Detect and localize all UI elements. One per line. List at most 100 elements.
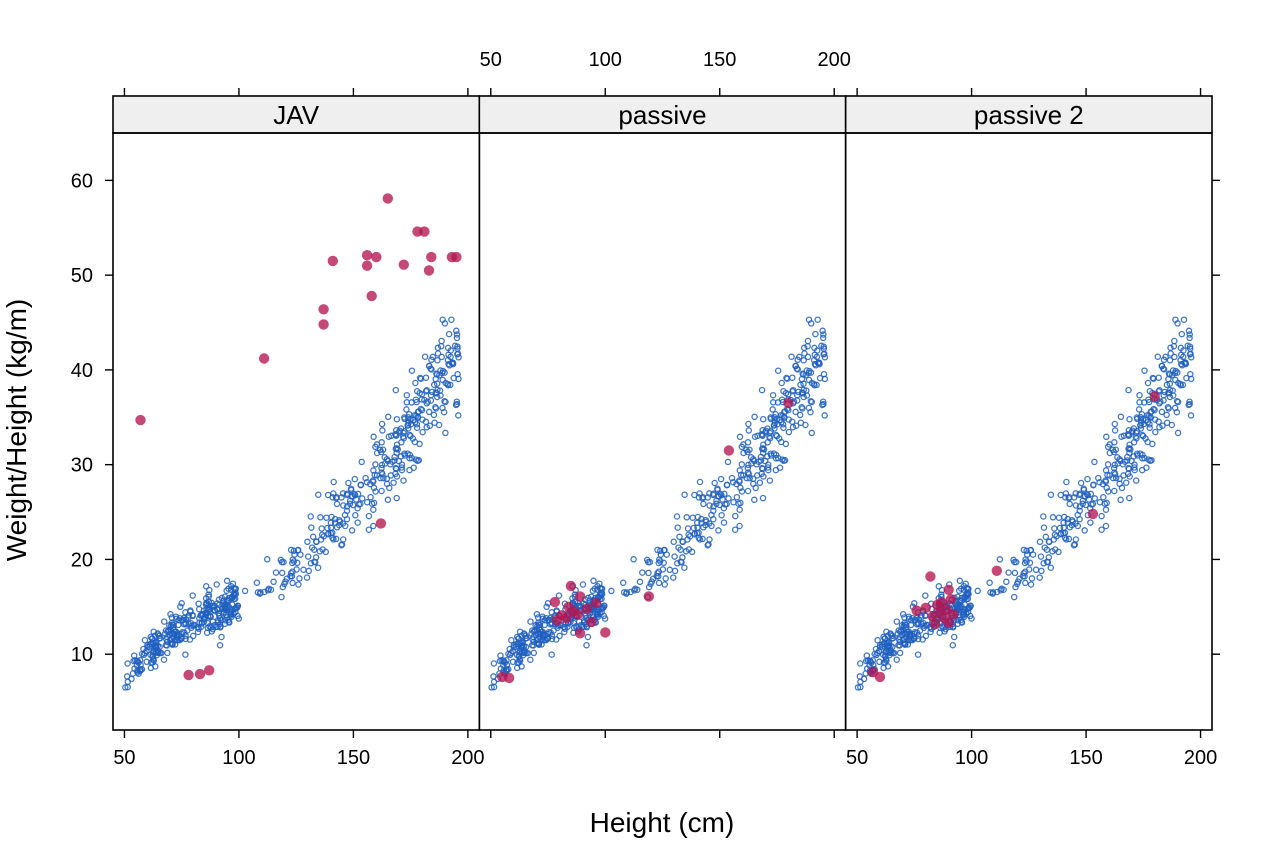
observed-point — [807, 398, 815, 405]
observed-point — [1079, 500, 1086, 508]
imputed-point — [382, 193, 393, 204]
observed-point — [594, 610, 602, 618]
observed-point — [330, 490, 337, 497]
imputed-point — [723, 445, 735, 456]
imputed-point — [549, 596, 561, 608]
imputed-point — [258, 353, 270, 364]
observed-point — [447, 381, 454, 389]
observed-point — [874, 636, 881, 644]
observed-point — [792, 422, 800, 429]
observed-point — [415, 457, 423, 464]
observed-point — [961, 593, 968, 601]
observed-point — [427, 391, 435, 399]
observed-point — [123, 673, 131, 680]
observed-point — [516, 639, 523, 647]
observed-point — [413, 387, 421, 395]
observed-point — [140, 651, 148, 659]
observed-point — [681, 491, 688, 498]
observed-point — [160, 656, 168, 663]
observed-point — [182, 619, 189, 627]
observed-point — [876, 658, 883, 666]
observed-point — [290, 547, 298, 555]
observed-point — [919, 636, 926, 643]
observed-point — [813, 353, 821, 361]
observed-point — [261, 588, 268, 596]
observed-point — [510, 643, 518, 651]
observed-point — [1066, 493, 1073, 501]
observed-point — [422, 374, 430, 381]
observed-point — [1155, 374, 1162, 381]
observed-point — [330, 478, 337, 486]
observed-point — [901, 640, 909, 648]
observed-point — [1110, 464, 1118, 472]
observed-series — [488, 316, 829, 691]
observed-point — [758, 445, 766, 453]
observed-point — [1027, 581, 1035, 588]
observed-point — [331, 515, 339, 523]
observed-point — [670, 538, 677, 546]
observed-point — [737, 484, 744, 492]
observed-point — [203, 599, 210, 607]
observed-point — [694, 524, 701, 531]
imputed-point — [366, 290, 377, 302]
observed-point — [1147, 414, 1154, 421]
observed-point — [1143, 464, 1150, 471]
observed-point — [447, 353, 454, 361]
imputed-point — [929, 618, 941, 630]
observed-point — [195, 600, 202, 607]
observed-point — [738, 488, 746, 495]
observed-point — [766, 477, 774, 484]
imputed-point — [943, 584, 954, 595]
observed-point — [746, 446, 753, 453]
observed-point — [1104, 461, 1112, 468]
observed-point — [351, 490, 358, 498]
observed-point — [738, 443, 746, 451]
x-axis-title: Height (cm) — [590, 807, 735, 838]
observed-point — [1169, 392, 1177, 399]
observed-point — [124, 660, 131, 667]
observed-point — [738, 461, 746, 468]
observed-point — [819, 398, 827, 405]
observed-point — [1029, 551, 1037, 558]
imputed-point — [586, 616, 597, 628]
observed-point — [1135, 406, 1143, 413]
observed-point — [434, 386, 441, 394]
observed-point — [354, 490, 362, 498]
observed-point — [384, 496, 392, 504]
observed-point — [383, 480, 391, 488]
observed-point — [414, 414, 422, 421]
observed-point — [1057, 491, 1064, 499]
observed-point — [794, 391, 801, 399]
observed-point — [131, 657, 139, 664]
observed-point — [419, 428, 426, 436]
observed-point — [958, 618, 965, 626]
observed-point — [883, 645, 891, 653]
observed-point — [1102, 506, 1110, 513]
observed-point — [751, 496, 758, 504]
observed-point — [1167, 350, 1174, 357]
observed-point — [1146, 424, 1153, 432]
observed-point — [774, 399, 782, 406]
observed-point — [182, 635, 189, 643]
observed-point — [1160, 391, 1167, 399]
observed-point — [345, 479, 352, 487]
observed-point — [410, 464, 417, 471]
observed-point — [769, 391, 777, 399]
observed-point — [759, 415, 767, 423]
observed-point — [1103, 499, 1110, 507]
observed-point — [1149, 440, 1156, 448]
observed-point — [639, 569, 646, 576]
observed-point — [599, 604, 606, 612]
observed-point — [510, 641, 518, 649]
observed-point — [684, 525, 692, 532]
observed-point — [370, 433, 377, 441]
observed-point — [498, 657, 505, 664]
observed-point — [1042, 533, 1050, 541]
observed-point — [801, 350, 808, 357]
imputed-point — [925, 571, 936, 582]
observed-series — [122, 316, 462, 691]
observed-point — [800, 357, 807, 364]
observed-point — [1172, 316, 1179, 323]
observed-point — [789, 388, 796, 395]
observed-point — [490, 678, 498, 686]
